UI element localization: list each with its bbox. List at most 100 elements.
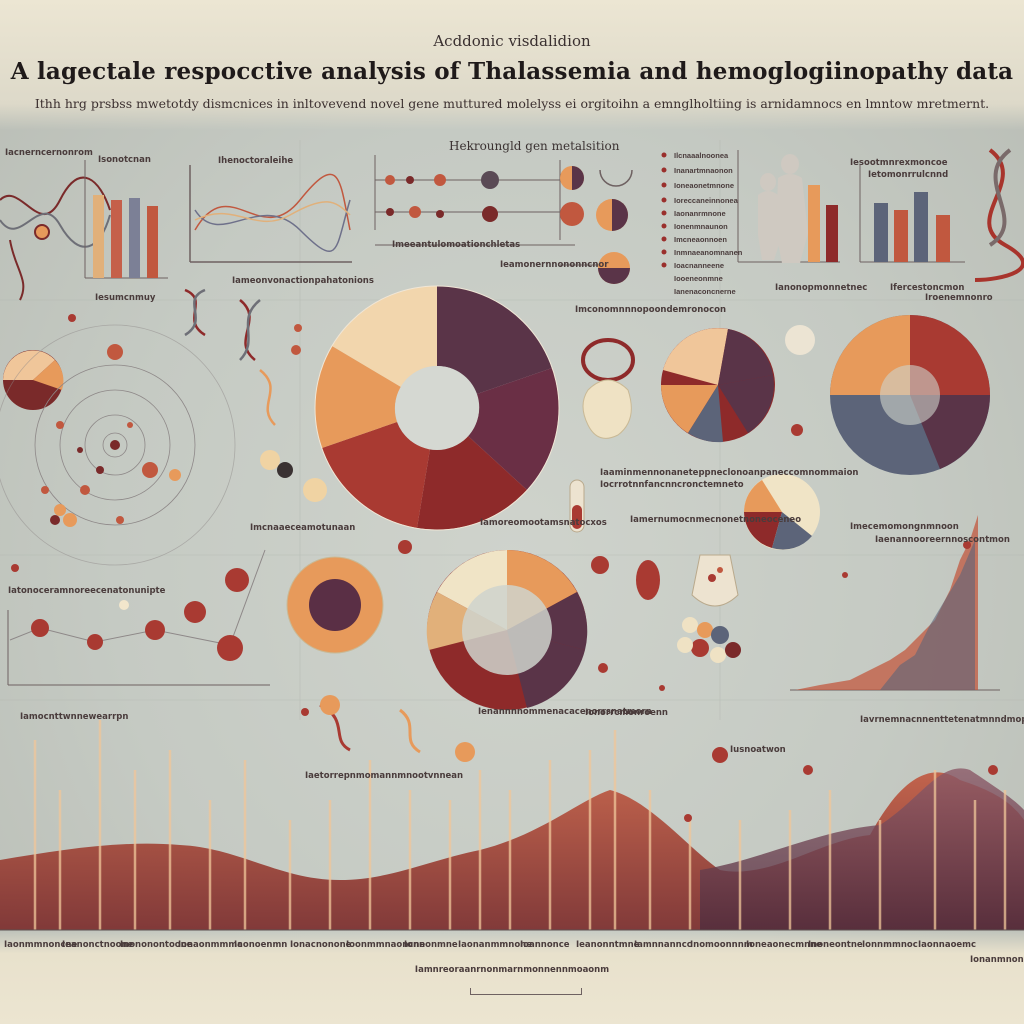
bar [111, 200, 122, 278]
skyline-area-chart [0, 720, 1024, 931]
chart-label: Iamocnttwnnewearrpn [20, 712, 129, 722]
chart-label: Iavrnemnacnnenttetenatmnndmopneo [860, 715, 1024, 725]
axis-tick-label: Ioneaonecmnne [746, 940, 822, 950]
line-chart-lower-left [7, 549, 270, 686]
page-title: A lagectale respocctive analysis of Thal… [10, 58, 1014, 85]
chart-label: Ionorrcmonroenn [585, 708, 668, 718]
chart-label: Ietomonrrulcnnd [868, 170, 949, 180]
pie-chart-right [830, 315, 990, 475]
axis-tick-label: Inoneontne [808, 940, 863, 950]
chart-label: Imecemomongnmnoon [850, 522, 959, 532]
chart-label: Ihenoctoraleihe [218, 156, 294, 166]
axis-tick-label: Ioannonce [520, 940, 570, 950]
chart-label: Ienannnnommenacacenorrsnatmorn [478, 707, 652, 717]
wave-line-chart [189, 165, 352, 263]
dna-helix-right [974, 148, 1024, 282]
bottom-axis-title: Iamnreoraanrnonmarnmonnennmoaonm [414, 965, 610, 975]
bar-chart-top-right [859, 165, 965, 263]
chart-label: Imcnaaeceamotunaan [250, 523, 356, 533]
dot-cluster-icon [785, 325, 815, 355]
chart-label: Isonotcnan [98, 155, 151, 165]
spiky-bar-chart-right [790, 515, 1000, 691]
legend-item: Ionenmnaunon [674, 222, 728, 231]
legend-item: Inanartmnaonon [674, 166, 733, 175]
molecule-cluster [677, 617, 741, 663]
bar [874, 203, 888, 262]
legend-item: Ioneaonetmnone [674, 181, 735, 190]
chart-label: Iatonoceramnoreecenatonunipte [8, 586, 166, 596]
node-icon [320, 695, 340, 715]
vial-icon [569, 479, 585, 533]
chart-label: Iaetorrepnmomannmnootvnnean [305, 771, 464, 781]
legend-item: Ioreccaneinnonea [674, 196, 738, 205]
bar [147, 206, 158, 278]
axis-tick-label: Ionaonmmmc [178, 940, 243, 950]
small-pie-left [3, 350, 64, 410]
axis-tick-label: Ionanmnone [970, 955, 1024, 965]
axis-tick-label: Iaonoenmn [234, 940, 288, 950]
chart-label: Iocrrotnnfancnncronctemneto [600, 480, 744, 490]
axis-tick-label: Ionnmmnoc [862, 940, 918, 950]
ring-object [581, 338, 635, 439]
bar [93, 195, 104, 278]
legend-item: Iaonanrmnone [674, 209, 726, 218]
axis-tick-label: Iaonnaoemc [918, 940, 977, 950]
axis-tick-label: Ieanonntmne [576, 940, 640, 950]
chart-label: Iacnerncernonrom [5, 148, 93, 158]
legend-markers-right [661, 152, 667, 268]
page-subtitle: Ithh hrg prsbss mwetotdy dismcnices in i… [34, 96, 990, 111]
chart-label: Ianonopmonnetnec [775, 283, 868, 293]
chart-label: Iusnoatwon [730, 745, 786, 755]
flow-diagram [374, 155, 600, 266]
scatter-dots [11, 314, 998, 822]
axis-tick-label: Iamnnanncc [634, 940, 692, 950]
dna-helix-left [0, 176, 111, 301]
center-heading: Hekroungld gen metalsition [449, 139, 620, 153]
cell-diagram [286, 556, 384, 654]
kicker-text: Acddonic visdalidion [433, 32, 591, 50]
chart-label: Ieamonernnononncnor [500, 260, 609, 270]
legend-item: Ianenaconcnerne [674, 287, 736, 296]
axis-tick-label: Inomoonnnm [690, 940, 753, 950]
bar [826, 205, 838, 262]
chart-label: Imconomnnnopoondemronocon [575, 305, 727, 315]
chart-label: Iaaminmennonaneteppneclonoanpaneccomnomm… [600, 468, 859, 478]
flask-icon [691, 554, 739, 607]
donut-chart-large [314, 285, 560, 531]
chart-label: Imeeantulomoationchletas [392, 240, 521, 250]
molecule-nodes [260, 324, 327, 502]
legend-item: Ioacnanneene [674, 261, 725, 270]
chart-label: Iamernumocnmecnonetnoneoceneo [630, 515, 802, 525]
chart-label: Iroenemnonro [925, 293, 993, 303]
node-icon [455, 742, 475, 762]
dna-fragments [184, 288, 276, 426]
family-figure-chart [737, 150, 840, 263]
chart-label: Iameonvonactionpahatonions [232, 276, 374, 286]
axis-tick-label: Iaonmmnoncne [4, 940, 78, 950]
legend-item: Ilcnaaalnoonea [674, 151, 729, 160]
bar [894, 210, 908, 262]
axis-tick-label: Ieanonctnoone [62, 940, 134, 950]
flow-nodes [385, 166, 633, 284]
footer-band [0, 930, 1024, 1024]
axis-tick-label: Iaonanmmnone [458, 940, 532, 950]
chart-label: Ifercestoncmon [890, 283, 965, 293]
chart-label: Iesootmnrexmoncoe [850, 158, 948, 168]
axis-tick-label: Ionnonmne [404, 940, 458, 950]
capsule-icon [636, 560, 660, 600]
bar [914, 192, 928, 262]
header-band [0, 0, 1024, 130]
axis-tick-label: Ioonmmnaoncne [346, 940, 426, 950]
legend-item: Iooeneonmne [674, 274, 723, 283]
bottom-bracket [470, 988, 582, 995]
orbital-network [0, 324, 236, 566]
chart-label: Iesumcnmuy [95, 293, 156, 303]
chart-label: Iamoreomootamsnatocxos [480, 518, 607, 528]
chart-label: Iaenannooreernnoscontmon [875, 535, 1010, 545]
donut-chart-lower [426, 550, 588, 710]
axis-tick-label: Ionacnonone [290, 940, 352, 950]
bar-chart-top-left [84, 160, 168, 279]
bar [936, 215, 950, 262]
pie-chart-small-right [744, 474, 820, 550]
